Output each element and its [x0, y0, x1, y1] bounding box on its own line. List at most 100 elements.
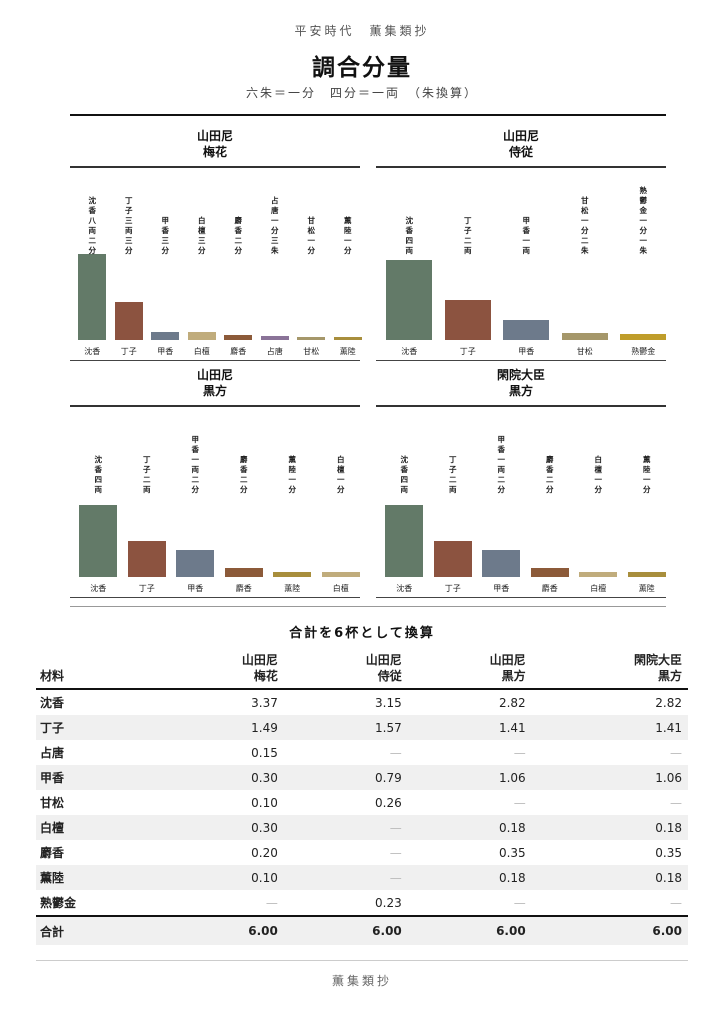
chart-title-line1: 山田尼 [196, 129, 233, 143]
ingredient-name: 占唐 [40, 746, 65, 760]
bar [273, 572, 312, 577]
bar-quantity-label: 丁子二両 [143, 455, 151, 494]
column-header-line2: 梅花 [253, 669, 278, 683]
table-cell: — [265, 895, 278, 910]
page-supertitle: 平安時代 薫集類抄 [294, 24, 430, 38]
table-cell: — [670, 745, 682, 760]
bar-quantity-label: 甲香三分 [161, 216, 170, 255]
table-cell: 3.37 [251, 695, 278, 710]
chart-title-line2: 梅花 [202, 145, 227, 159]
column-header: 山田尼侍従 [284, 648, 408, 689]
bar [620, 334, 667, 340]
chart-title: 閑院大臣 黒方 [376, 367, 666, 399]
bar [224, 334, 253, 340]
section-divider [70, 606, 666, 607]
bar-quantity-label: 薫陸一分 [288, 455, 297, 494]
column-header: 閑院大臣黒方 [532, 648, 688, 689]
x-tick-label: 丁子 [444, 584, 461, 593]
bar [321, 572, 360, 577]
x-tick-label: 甘松 [576, 347, 593, 356]
chart-title: 山田尼 黒方 [70, 367, 360, 399]
column-header-line1: 閑院大臣 [633, 653, 682, 667]
x-tick-label: 甲香 [157, 347, 174, 356]
table-cell: 0.35 [498, 845, 526, 860]
bar-quantity-label: 丁子三両三分 [125, 196, 133, 255]
ingredient-name: 薫陸 [40, 871, 65, 885]
chart-panel: 山田尼 黒方 沈香四両 沈香 丁子二両 丁子 甲香一両二分 甲香 麝香二分 麝香 薫陸一分 薫陸 白檀一… [70, 367, 360, 607]
table-cell: 0.30 [251, 770, 278, 785]
table-cell: — [389, 745, 402, 760]
chart-baseline [376, 360, 666, 361]
chart-title-line2: 侍従 [508, 145, 533, 159]
x-tick-label: 薫陸 [284, 584, 301, 593]
x-tick-label: 熟鬱金 [631, 347, 656, 356]
x-tick-label: 占唐 [266, 347, 283, 356]
bar [386, 259, 433, 340]
table-cell: 0.18 [498, 820, 526, 835]
column-header-line2: 侍従 [377, 669, 402, 683]
chart-title-line2: 黒方 [508, 384, 533, 398]
x-tick-label: 甲香 [518, 347, 535, 356]
x-tick-label: 麝香 [541, 584, 558, 593]
bar [260, 336, 289, 340]
bar [503, 319, 550, 340]
table-header-row: 材料 山田尼梅花 山田尼侍従 山田尼黒方 閑院大臣黒方 [36, 648, 688, 689]
table-cell: — [513, 895, 526, 910]
bar-quantity-label: 占唐一分三朱 [271, 196, 279, 255]
table-cell: — [389, 820, 402, 835]
bar-quantity-label: 麝香二分 [240, 455, 248, 494]
table-cell: 1.06 [655, 770, 682, 785]
table-cell: 1.06 [498, 770, 526, 785]
top-rule [70, 114, 666, 116]
x-tick-label: 白檀 [193, 347, 210, 356]
column-header-line2: 黒方 [501, 669, 526, 683]
x-tick-label: 薫陸 [339, 347, 356, 356]
table-row: 麝香 0.20 — 0.35 0.35 [36, 840, 688, 865]
page-subtitle: 六朱＝一分 四分＝一両 （朱換算） [245, 86, 478, 100]
ingredient-name: 熟鬱金 [40, 896, 77, 910]
chart-title-rule [70, 405, 360, 407]
ingredient-name: 甲香 [40, 771, 65, 785]
column-header-line2: 黒方 [657, 669, 682, 683]
table-corner-header: 材料 [40, 669, 65, 683]
bar-quantity-label: 薫陸一分 [344, 216, 352, 255]
x-tick-label: 薫陸 [638, 584, 655, 593]
bar-quantity-label: 麝香二分 [546, 455, 554, 494]
chart-baseline [70, 597, 360, 598]
table-cell: 0.18 [498, 870, 526, 885]
column-header-line1: 山田尼 [489, 653, 526, 667]
column-header-line1: 山田尼 [365, 653, 402, 667]
total-cell: 6.00 [496, 924, 526, 938]
x-tick-label: 丁子 [138, 584, 155, 593]
total-cell: 6.00 [652, 924, 682, 938]
page-title: 調合分量 [312, 55, 412, 81]
bar [385, 505, 424, 577]
table-cell: 0.10 [251, 870, 278, 885]
column-header: 山田尼黒方 [408, 648, 532, 689]
table-cell: 0.26 [375, 795, 402, 810]
bar-quantity-label: 丁子二両 [464, 216, 472, 255]
table-cell: 1.49 [251, 720, 278, 735]
bar-quantity-label: 丁子二両 [449, 455, 457, 494]
footer-rule [36, 960, 688, 961]
chart-title-line1: 山田尼 [502, 129, 539, 143]
table-cell: 0.35 [655, 845, 682, 860]
x-tick-label: 甘松 [303, 347, 320, 356]
table-title: 合計を6杯として換算 [289, 626, 435, 641]
ingredient-name: 甘松 [40, 796, 65, 810]
bar-quantity-label: 薫陸一分 [643, 455, 651, 494]
bar [433, 541, 472, 577]
table-row: 占唐 0.15 — — — [36, 740, 688, 765]
chart-baseline [376, 597, 666, 598]
chart-title-rule [376, 405, 666, 407]
table-cell: 0.18 [655, 820, 682, 835]
table-cell: 0.79 [375, 770, 402, 785]
bar [78, 254, 107, 340]
table-total-row: 合計 6.00 6.00 6.00 6.00 [36, 916, 688, 945]
bar [333, 337, 362, 340]
table-cell: 0.20 [251, 845, 278, 860]
bar [114, 301, 143, 340]
ingredient-name: 白檀 [40, 821, 65, 835]
bar [579, 572, 618, 577]
table-row: 白檀 0.30 — 0.18 0.18 [36, 815, 688, 840]
